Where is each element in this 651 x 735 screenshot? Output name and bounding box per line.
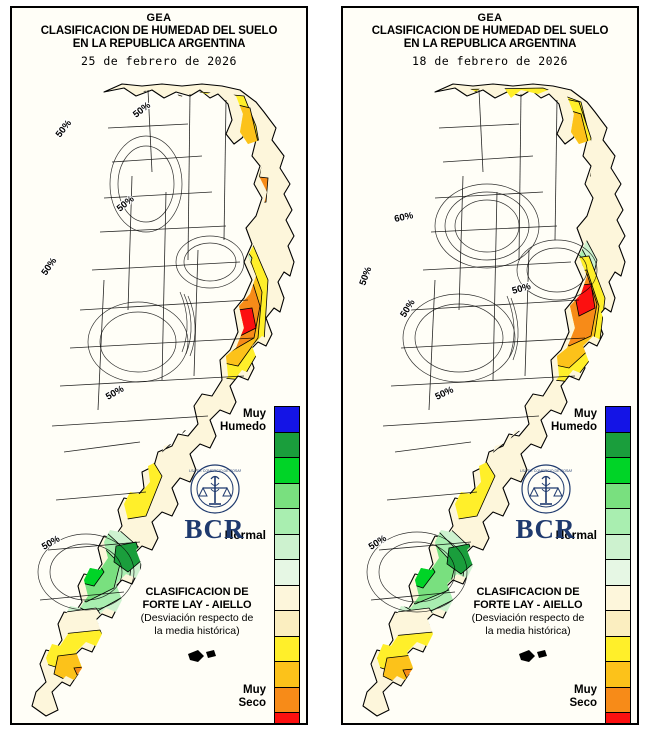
- title-line-1: CLASIFICACION DE HUMEDAD DEL SUELO: [371, 25, 609, 37]
- caption-left: CLASIFICACION DE FORTE LAY - AIELLO (Des…: [122, 586, 272, 637]
- title-line-1: CLASIFICACION DE HUMEDAD DEL SUELO: [40, 25, 278, 37]
- caption-line-2: FORTE LAY - AIELLO: [473, 599, 583, 611]
- legend-swatch: [275, 636, 299, 662]
- map-date: 25 de febrero de 2026: [81, 54, 237, 68]
- caption-line-3: (Desviación respecto de: [471, 612, 585, 624]
- argentina-map-right[interactable]: 60% 50% 50% 50% 50% 50%: [343, 80, 637, 720]
- title-line-2: EN LA REPUBLICA ARGENTINA: [403, 38, 577, 50]
- legend-swatch: [275, 687, 299, 713]
- map-date: 18 de febrero de 2026: [412, 54, 568, 68]
- legend-label-normal-left: Normal: [224, 528, 266, 542]
- legend-swatch: [606, 662, 630, 688]
- legend-color-bar-right[interactable]: [605, 406, 631, 723]
- caption-line-4: la media histórica): [154, 624, 240, 637]
- svg-text:BOLSA DE COMERCIO DE ROSARIO: BOLSA DE COMERCIO DE ROSARIO: [189, 469, 241, 473]
- caption-line-3: (Desviación respecto de: [140, 612, 254, 624]
- legend-swatch: [275, 432, 299, 458]
- legend-label-very-dry-left: Muy Seco: [238, 684, 267, 709]
- legend-swatch: [275, 483, 299, 509]
- panel-header-left: GEA CLASIFICACION DE HUMEDAD DEL SUELO E…: [12, 12, 306, 68]
- caduceus-scales-seal-icon: BOLSA DE COMERCIO DE ROSARIO: [189, 464, 241, 514]
- islands: [188, 650, 216, 662]
- contour-lines: [37, 135, 245, 611]
- legend-swatch: [275, 713, 299, 723]
- caption-right: CLASIFICACION DE FORTE LAY - AIELLO (Des…: [453, 586, 603, 637]
- caption-line-4: la media histórica): [485, 624, 571, 637]
- title-line-2: EN LA REPUBLICA ARGENTINA: [72, 38, 246, 50]
- legend-swatch: [606, 687, 630, 713]
- legend-swatch: [275, 662, 299, 688]
- bcr-brand-left[interactable]: BOLSA DE COMERCIO DE ROSARIO BCR: [162, 463, 267, 543]
- legend-swatch: [606, 534, 630, 560]
- legend-swatch: [606, 483, 630, 509]
- panel-header-right: GEA CLASIFICACION DE HUMEDAD DEL SUELO E…: [343, 12, 637, 68]
- caption-line-1: CLASIFICACION DE: [145, 586, 249, 598]
- legend-swatch: [606, 432, 630, 458]
- legend-swatch: [275, 509, 299, 535]
- contour-lines: [366, 183, 598, 613]
- legend-swatch: [606, 611, 630, 637]
- org-label: GEA: [477, 12, 503, 24]
- legend-swatch: [275, 611, 299, 637]
- caduceus-scales-seal-icon: BOLSA DE COMERCIO DE ROSARIO: [520, 464, 572, 514]
- legend-swatch: [275, 407, 299, 433]
- bcr-acronym: BCR: [515, 514, 576, 544]
- legend-swatch: [606, 407, 630, 433]
- province-borders: [39, 89, 255, 601]
- legend-swatch: [606, 560, 630, 586]
- legend-swatch: [606, 509, 630, 535]
- legend-swatch: [606, 585, 630, 611]
- legend-label-very-dry-right: Muy Seco: [569, 684, 598, 709]
- svg-text:BOLSA DE COMERCIO DE ROSARIO: BOLSA DE COMERCIO DE ROSARIO: [520, 469, 572, 473]
- org-label: GEA: [146, 12, 172, 24]
- legend-swatch: [275, 560, 299, 586]
- legend-swatch: [275, 585, 299, 611]
- legend-label-very-wet-right: Muy Humedo: [551, 408, 597, 433]
- legend-swatch: [606, 458, 630, 484]
- legend-swatch: [606, 713, 630, 723]
- legend-swatch: [275, 534, 299, 560]
- caption-line-2: FORTE LAY - AIELLO: [142, 599, 252, 611]
- map-panel-right: GEA CLASIFICACION DE HUMEDAD DEL SUELO E…: [341, 6, 639, 725]
- svg-text:60%: 60%: [393, 210, 414, 225]
- islands: [519, 650, 547, 662]
- caption-line-1: CLASIFICACION DE: [476, 586, 580, 598]
- argentina-map-left[interactable]: 50% 50% 50% 50% 50% 50%: [12, 80, 306, 720]
- legend-label-normal-right: Normal: [555, 528, 597, 542]
- legend-swatch: [606, 636, 630, 662]
- province-borders: [370, 89, 586, 601]
- bcr-acronym: BCR: [184, 514, 245, 544]
- map-panel-left: GEA CLASIFICACION DE HUMEDAD DEL SUELO E…: [10, 6, 308, 725]
- legend-label-very-wet-left: Muy Humedo: [220, 408, 266, 433]
- bcr-brand-right[interactable]: BOLSA DE COMERCIO DE ROSARIO BCR: [493, 463, 598, 543]
- legend-color-bar-left[interactable]: [274, 406, 300, 723]
- legend-swatch: [275, 458, 299, 484]
